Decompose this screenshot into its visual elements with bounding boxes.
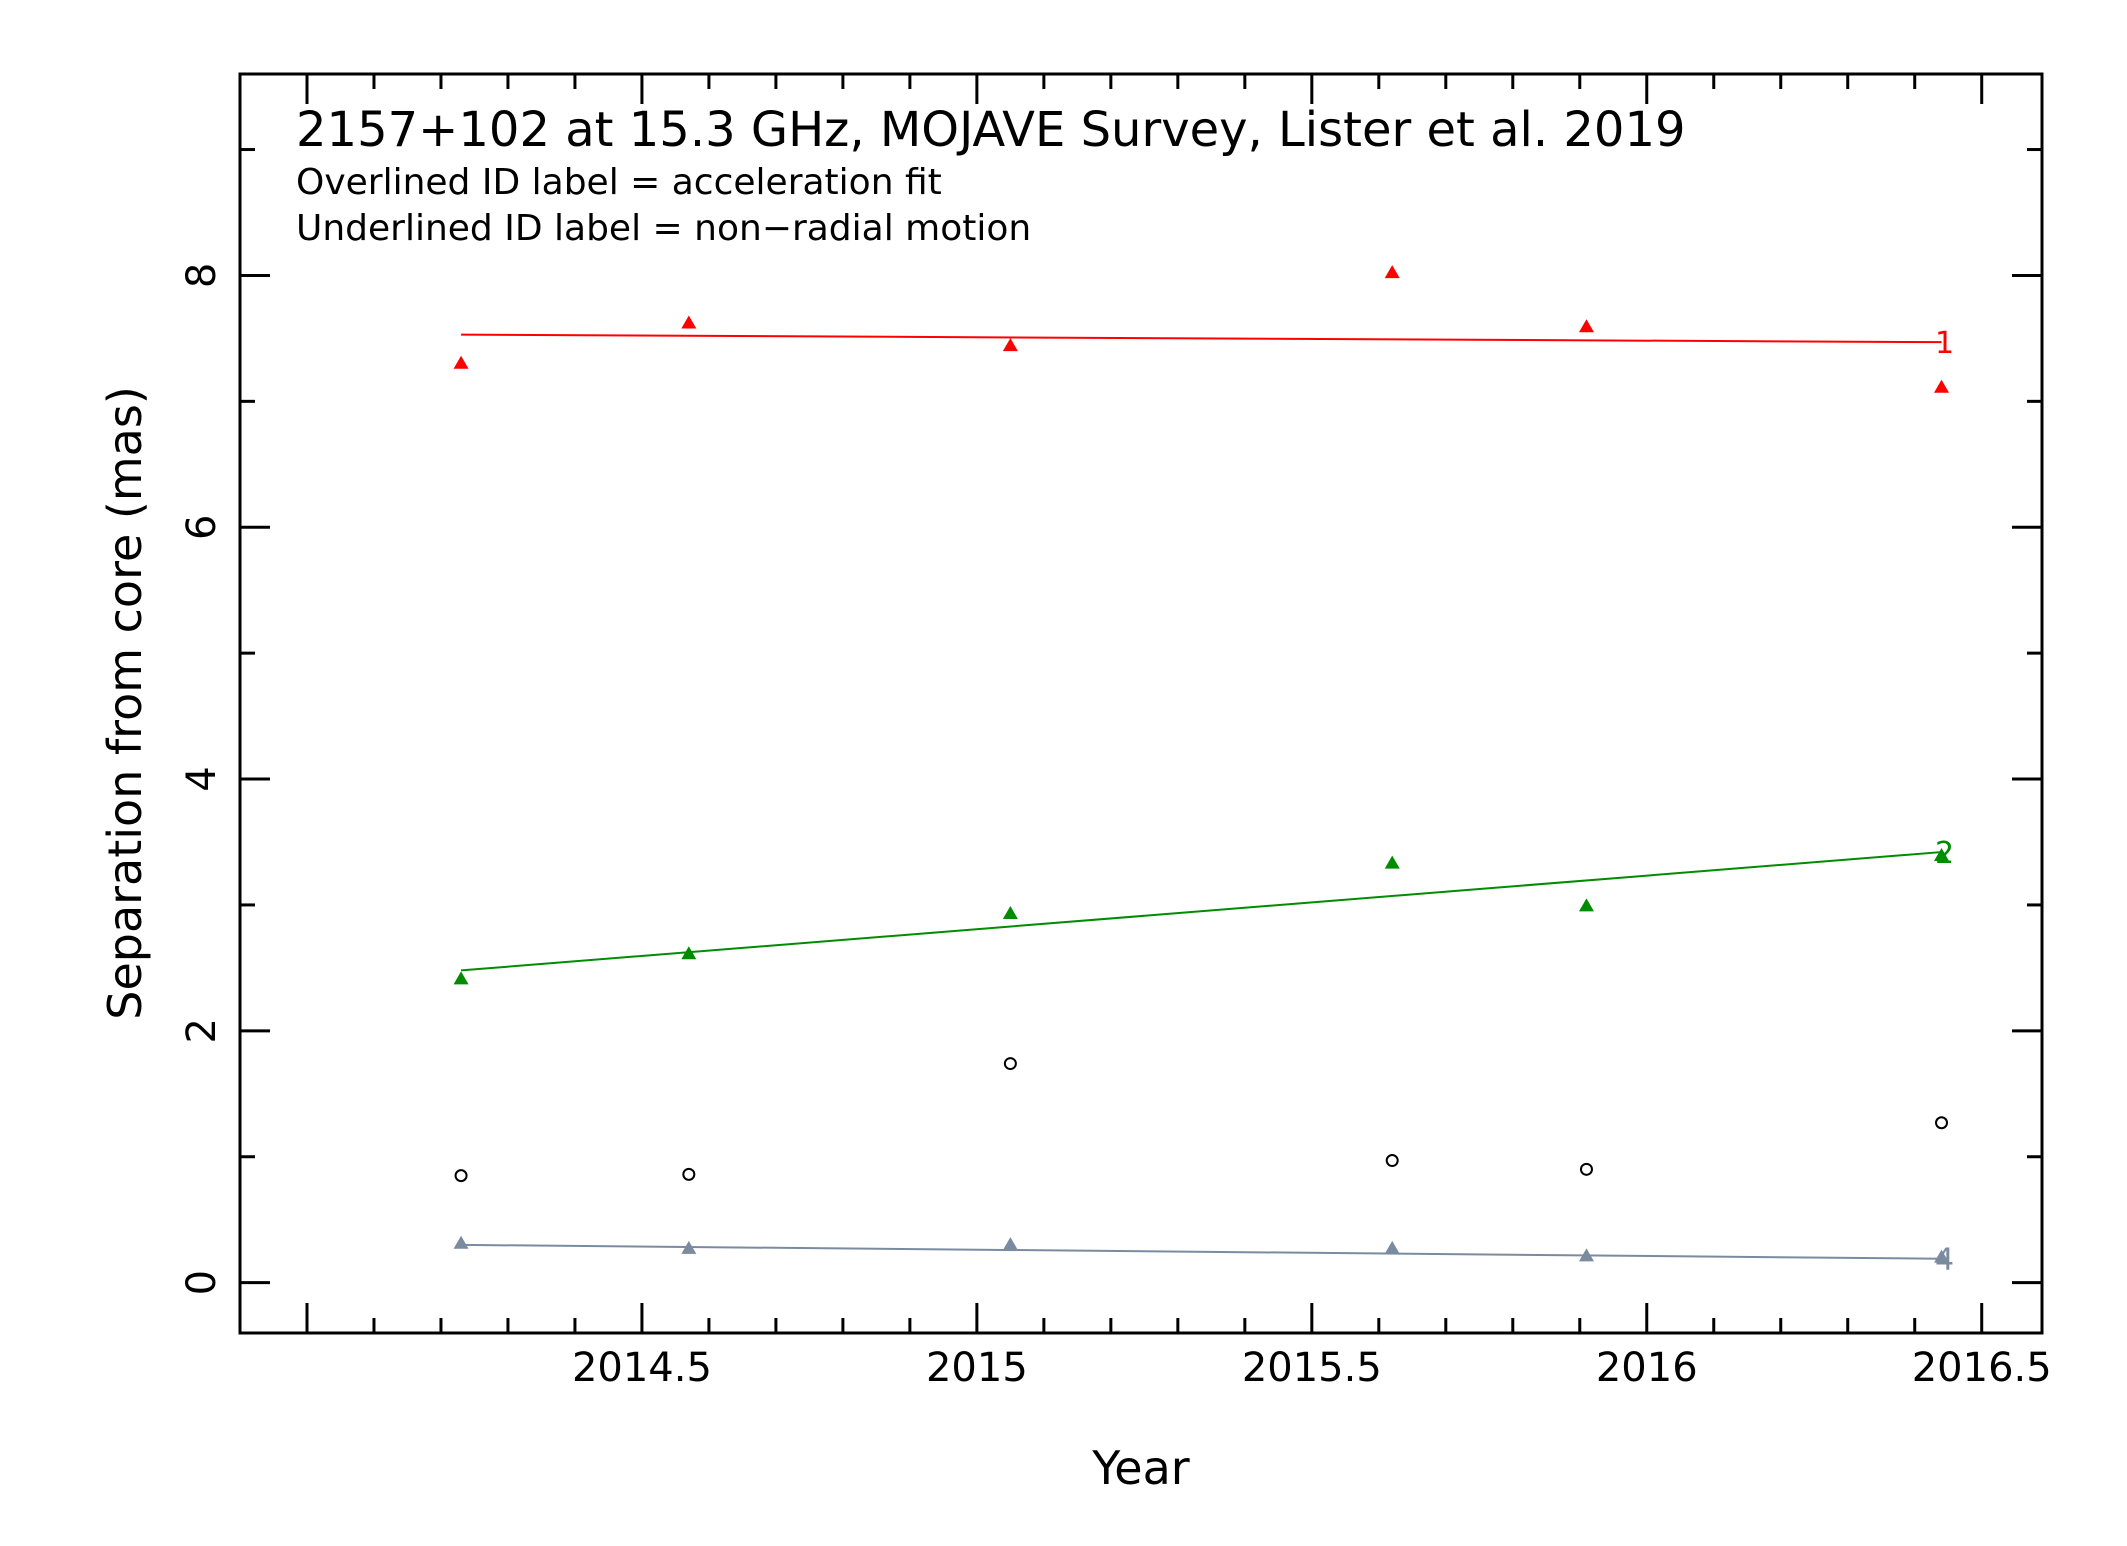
data-point: [453, 1235, 469, 1249]
y-tick-label: 2: [179, 1018, 225, 1043]
data-point: [453, 355, 469, 369]
data-point: [1384, 855, 1400, 869]
series-labels: 1 2 4: [1935, 326, 1954, 1278]
data-point: [1002, 338, 1018, 352]
data-point: [1385, 1154, 1399, 1168]
data-point: [1579, 1162, 1593, 1176]
y-tick-label: 4: [179, 766, 225, 791]
plot-frame: [238, 72, 2044, 1335]
data-point: [681, 315, 697, 329]
data-point: [682, 1167, 696, 1181]
data-point: [1578, 1248, 1594, 1262]
x-tick-label: 2016: [1596, 1345, 1698, 1391]
x-tick-label: 2015: [926, 1345, 1028, 1391]
axis-ticks: [240, 74, 2042, 1333]
data-markers: [453, 265, 1950, 1263]
fit-line-2: [460, 851, 1942, 972]
x-tick-label: 2014.5: [572, 1345, 712, 1391]
x-axis-label: Year: [1091, 1441, 1189, 1495]
y-tick-label: 6: [179, 515, 225, 540]
chart-title: 2157+102 at 15.3 GHz, MOJAVE Survey, Lis…: [296, 102, 1686, 158]
data-point: [1384, 1240, 1400, 1254]
x-tick-label: 2015.5: [1242, 1345, 1382, 1391]
fit-line-1: [461, 333, 1942, 344]
data-point: [1934, 848, 1950, 862]
data-point: [1934, 379, 1950, 393]
data-point: [1578, 898, 1594, 912]
fit-line-4: [461, 1243, 1942, 1260]
y-tick-labels: 0 2 4 6 8: [179, 263, 225, 1296]
data-point: [1934, 1249, 1950, 1263]
x-tick-label: 2016.5: [1912, 1345, 2052, 1391]
x-tick-labels: 2014.5 2015 2015.5 2016 2016.5: [572, 1345, 2052, 1391]
data-point: [1384, 265, 1400, 279]
data-point: [681, 1240, 697, 1254]
data-point: [453, 971, 469, 985]
data-point: [1002, 1237, 1018, 1251]
series-label-2: 2: [1935, 836, 1954, 871]
data-point: [1003, 1057, 1017, 1071]
series-label-1: 1: [1935, 326, 1954, 361]
y-axis-label: Separation from core (mas): [98, 386, 152, 1020]
y-tick-label: 8: [179, 263, 225, 288]
fit-lines: [460, 333, 1942, 1260]
note-acceleration: Overlined ID label = acceleration fit: [296, 162, 942, 203]
y-tick-label: 0: [179, 1270, 225, 1295]
series-label-4: 4: [1935, 1243, 1954, 1278]
data-point: [1578, 319, 1594, 333]
data-point: [454, 1169, 468, 1183]
data-point: [1935, 1116, 1949, 1130]
note-non-radial: Underlined ID label = non−radial motion: [296, 208, 1031, 249]
data-point: [681, 946, 697, 960]
data-point: [1002, 905, 1018, 919]
